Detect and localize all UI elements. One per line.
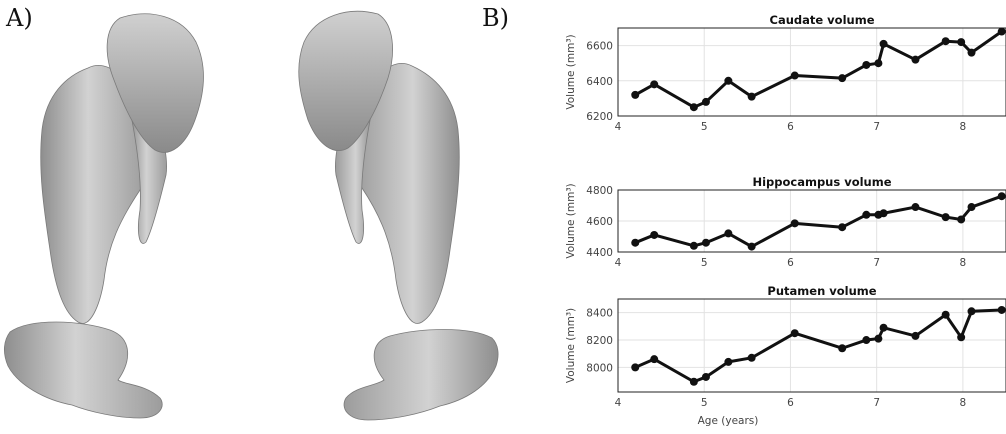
data-point [747, 92, 756, 101]
right-hippocampus-shape [343, 329, 499, 421]
series-line [634, 194, 1003, 249]
left-caudate-head-shape [106, 13, 204, 153]
data-point [650, 355, 659, 364]
x-tick-label: 4 [615, 121, 622, 133]
chart-title: Caudate volume [770, 13, 875, 27]
y-axis-label: Volume (mm³) [565, 34, 577, 109]
x-tick-label: 6 [787, 121, 794, 133]
data-point [997, 305, 1006, 314]
y-tick-label: 6600 [586, 41, 613, 53]
data-point [747, 353, 756, 362]
x-tick-label: 8 [960, 121, 967, 133]
panel-a-label: A) [6, 4, 33, 32]
y-tick-label: 8200 [586, 335, 613, 347]
x-tick-label: 7 [873, 397, 880, 409]
plot-frame [617, 27, 1006, 117]
plot-frame [617, 298, 1006, 393]
data-point [650, 230, 659, 239]
y-tick-label: 6400 [586, 76, 613, 88]
data-point [790, 329, 799, 338]
data-point [747, 242, 756, 251]
series-line [634, 308, 1002, 384]
data-point [790, 71, 799, 80]
x-tick-label: 5 [701, 121, 708, 133]
data-point [957, 215, 966, 224]
data-point [879, 209, 888, 218]
data-point [790, 219, 799, 228]
y-tick-label: 4600 [586, 216, 613, 228]
data-point [724, 229, 733, 238]
data-point [941, 310, 950, 319]
y-axis-label: Volume (mm³) [565, 183, 577, 258]
y-tick-label: 4800 [586, 185, 613, 197]
x-tick-label: 6 [787, 257, 794, 269]
data-point [862, 336, 871, 345]
data-point [689, 103, 698, 112]
series-line [634, 30, 1003, 109]
left-hippocampus-shape [4, 321, 163, 419]
x-tick-label: 5 [701, 397, 708, 409]
right-caudate-head-shape [298, 10, 393, 151]
data-point [862, 60, 871, 69]
data-point [967, 48, 976, 57]
data-point [879, 323, 888, 332]
data-point [941, 37, 950, 46]
data-point [862, 210, 871, 219]
panel-b-label: B) [482, 4, 509, 32]
data-point [650, 80, 659, 89]
data-point [631, 363, 640, 372]
y-tick-label: 8000 [586, 362, 613, 374]
chart-0: 4 5 6 7 8 6200 6400 6600 Caudate volume Volume (m… [565, 13, 1006, 133]
data-point [997, 192, 1006, 201]
x-tick-label: 4 [615, 257, 622, 269]
data-point [631, 238, 640, 247]
data-point [874, 334, 883, 343]
y-tick-label: 6200 [586, 111, 613, 123]
x-tick-label: 8 [960, 397, 967, 409]
y-tick-label: 8400 [586, 308, 613, 320]
x-axis-label: Age (years) [698, 415, 759, 427]
y-tick-label: 4400 [586, 247, 613, 259]
data-point [838, 74, 847, 83]
data-point [701, 97, 710, 106]
data-point [911, 55, 920, 64]
data-point [724, 76, 733, 85]
chart-1: 4 5 6 7 8 4400 4600 4800 Hippocampus volume Volum… [565, 175, 1006, 269]
data-point [997, 27, 1006, 36]
x-tick-label: 6 [787, 397, 794, 409]
plot-frame [617, 189, 1006, 253]
data-point [724, 357, 733, 366]
data-point [701, 238, 710, 247]
chart-title: Putamen volume [767, 284, 876, 298]
data-point [879, 39, 888, 48]
chart-2: 4 5 6 7 8 8000 8200 8400 Putamen volume Volume (m… [565, 284, 1006, 427]
data-point [874, 59, 883, 68]
data-point [689, 241, 698, 250]
data-point [967, 203, 976, 212]
x-tick-label: 7 [873, 257, 880, 269]
data-point [838, 223, 847, 232]
data-point [967, 307, 976, 316]
y-axis-label: Volume (mm³) [565, 308, 577, 383]
data-point [689, 377, 698, 386]
data-point [957, 38, 966, 47]
data-point [631, 90, 640, 99]
x-tick-label: 5 [701, 257, 708, 269]
data-point [957, 333, 966, 342]
chart-title: Hippocampus volume [752, 175, 891, 189]
x-tick-label: 7 [873, 121, 880, 133]
data-point [701, 372, 710, 381]
data-point [838, 344, 847, 353]
data-point [941, 213, 950, 222]
x-tick-label: 4 [615, 397, 622, 409]
x-tick-label: 8 [960, 257, 967, 269]
data-point [911, 203, 920, 212]
data-point [911, 331, 920, 340]
